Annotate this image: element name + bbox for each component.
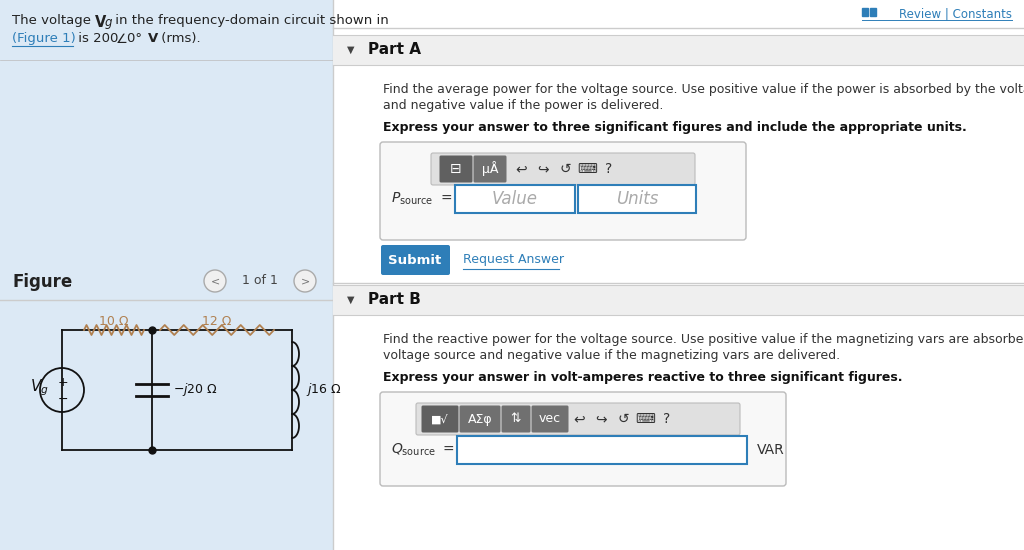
Text: $\angle$: $\angle$ [115,32,127,46]
Text: 0°: 0° [127,32,146,45]
Text: is 200: is 200 [74,32,119,45]
Text: ⌨: ⌨ [577,162,597,176]
Text: Submit: Submit [388,254,441,267]
FancyBboxPatch shape [473,156,507,183]
Text: 12 Ω: 12 Ω [203,315,231,328]
Text: ↪: ↪ [538,162,549,176]
Text: $j16\ \Omega$: $j16\ \Omega$ [306,382,342,399]
Text: 10 Ω: 10 Ω [99,315,129,328]
Text: Figure: Figure [12,273,73,291]
Text: $\mathbf{V}$: $\mathbf{V}$ [94,14,108,30]
Text: ↩: ↩ [573,412,585,426]
Text: −: − [57,393,69,405]
Bar [333,35,1024,65]
Text: =: = [441,192,453,206]
Text: Units: Units [615,190,658,208]
Text: <: < [210,276,219,286]
Text: ↪: ↪ [595,412,607,426]
Text: ▼: ▼ [347,45,354,55]
Text: Express your answer in volt-amperes reactive to three significant figures.: Express your answer in volt-amperes reac… [383,371,902,384]
Text: ?: ? [664,412,671,426]
FancyBboxPatch shape [380,392,786,486]
Bar [0,0,333,550]
FancyBboxPatch shape [431,153,695,185]
Text: $P_{\mathrm{source}}$: $P_{\mathrm{source}}$ [391,191,433,207]
Text: The voltage: The voltage [12,14,95,27]
Text: $V_g$: $V_g$ [30,378,49,398]
Bar [862,8,868,16]
Text: 1 of 1: 1 of 1 [242,274,278,288]
Text: $Q_{\mathrm{source}}$: $Q_{\mathrm{source}}$ [391,442,436,458]
Bar [578,185,696,213]
Text: ΑΣφ: ΑΣφ [468,412,493,426]
FancyBboxPatch shape [439,156,472,183]
Text: Find the average power for the voltage source. Use positive value if the power i: Find the average power for the voltage s… [383,83,1024,96]
Circle shape [204,270,226,292]
FancyBboxPatch shape [380,142,746,240]
Text: =: = [443,443,455,457]
FancyBboxPatch shape [381,245,450,275]
FancyBboxPatch shape [422,405,459,432]
Bar [333,0,1024,550]
Text: vec: vec [539,412,561,426]
Bar [870,8,876,16]
FancyBboxPatch shape [531,405,568,432]
Text: ?: ? [605,162,612,176]
FancyBboxPatch shape [460,405,501,432]
Text: voltage source and negative value if the magnetizing vars are delivered.: voltage source and negative value if the… [383,349,840,362]
Text: >: > [300,276,309,286]
Text: +: + [57,377,69,389]
Text: ↺: ↺ [559,162,570,176]
Text: ↺: ↺ [617,412,629,426]
Text: ▼: ▼ [347,295,354,305]
Text: and negative value if the power is delivered.: and negative value if the power is deliv… [383,99,664,112]
Text: Part A: Part A [368,42,421,58]
Text: ⇅: ⇅ [511,412,521,426]
Text: (Figure 1): (Figure 1) [12,32,76,45]
Text: ⊟: ⊟ [451,162,462,176]
Text: Review | Constants: Review | Constants [899,7,1012,20]
Text: ↩: ↩ [515,162,526,176]
Bar [333,285,1024,315]
FancyBboxPatch shape [416,403,740,435]
FancyBboxPatch shape [502,405,530,432]
Text: (rms).: (rms). [157,32,201,45]
Circle shape [294,270,316,292]
Text: Part B: Part B [368,293,421,307]
Text: VAR: VAR [757,443,784,457]
Bar [457,436,746,464]
Text: ■√: ■√ [431,414,449,424]
Text: $\mathit{g}$: $\mathit{g}$ [104,17,113,31]
Text: μÅ: μÅ [481,162,499,177]
Text: Find the reactive power for the voltage source. Use positive value if the magnet: Find the reactive power for the voltage … [383,333,1024,346]
Bar [455,185,575,213]
Text: Express your answer to three significant figures and include the appropriate uni: Express your answer to three significant… [383,121,967,134]
Text: Request Answer: Request Answer [463,254,564,267]
Text: Value: Value [492,190,538,208]
Text: ⌨: ⌨ [635,412,655,426]
Text: $\mathbf{V}$: $\mathbf{V}$ [147,32,159,45]
Text: in the frequency-domain circuit shown in: in the frequency-domain circuit shown in [111,14,389,27]
Text: $-j20\ \Omega$: $-j20\ \Omega$ [173,381,218,398]
